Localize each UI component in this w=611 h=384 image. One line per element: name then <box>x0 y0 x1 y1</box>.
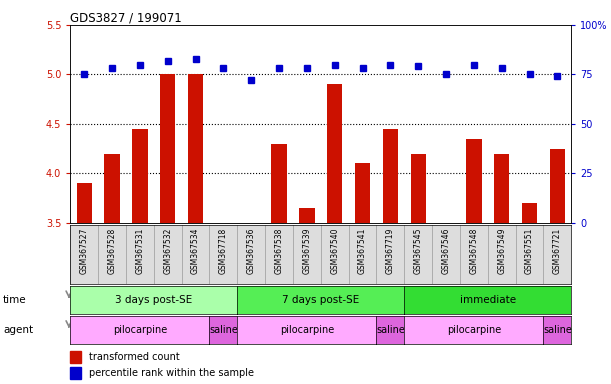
Text: GSM367541: GSM367541 <box>358 228 367 274</box>
Text: time: time <box>3 295 27 305</box>
Bar <box>76 183 92 223</box>
Bar <box>160 74 175 223</box>
Text: GSM367551: GSM367551 <box>525 228 534 274</box>
Text: pilocarpine: pilocarpine <box>280 324 334 335</box>
Bar <box>70 351 81 363</box>
Bar <box>132 129 147 223</box>
Text: GSM367536: GSM367536 <box>247 228 255 274</box>
Text: immediate: immediate <box>459 295 516 305</box>
Text: GSM367527: GSM367527 <box>79 228 89 274</box>
Text: GSM367546: GSM367546 <box>442 228 450 274</box>
Text: GSM367719: GSM367719 <box>386 228 395 274</box>
Bar <box>522 203 537 223</box>
Text: GSM367549: GSM367549 <box>497 228 506 274</box>
Text: GSM367539: GSM367539 <box>302 228 312 274</box>
Bar <box>382 129 398 223</box>
Text: GSM367538: GSM367538 <box>274 228 284 274</box>
Bar <box>188 74 203 223</box>
Text: GSM367531: GSM367531 <box>136 228 144 274</box>
Text: GSM367532: GSM367532 <box>163 228 172 274</box>
Text: pilocarpine: pilocarpine <box>112 324 167 335</box>
Text: GSM367528: GSM367528 <box>108 228 117 274</box>
Bar <box>327 84 342 223</box>
Bar <box>104 154 120 223</box>
Text: GSM367545: GSM367545 <box>414 228 423 274</box>
Text: GSM367548: GSM367548 <box>469 228 478 274</box>
Text: 3 days post-SE: 3 days post-SE <box>115 295 192 305</box>
Bar <box>466 139 481 223</box>
Bar <box>494 154 510 223</box>
Bar <box>411 154 426 223</box>
Text: saline: saline <box>209 324 238 335</box>
Text: transformed count: transformed count <box>89 352 180 362</box>
Text: GSM367534: GSM367534 <box>191 228 200 274</box>
Text: GSM367718: GSM367718 <box>219 228 228 274</box>
Bar <box>70 367 81 379</box>
Text: saline: saline <box>543 324 572 335</box>
Text: GSM367721: GSM367721 <box>553 228 562 274</box>
Text: percentile rank within the sample: percentile rank within the sample <box>89 368 254 378</box>
Bar <box>299 208 315 223</box>
Text: 7 days post-SE: 7 days post-SE <box>282 295 359 305</box>
Text: GDS3827 / 199071: GDS3827 / 199071 <box>70 12 182 25</box>
Text: pilocarpine: pilocarpine <box>447 324 501 335</box>
Bar <box>550 149 565 223</box>
Text: saline: saline <box>376 324 405 335</box>
Text: agent: agent <box>3 324 33 335</box>
Bar <box>355 164 370 223</box>
Text: GSM367540: GSM367540 <box>330 228 339 274</box>
Bar <box>271 144 287 223</box>
